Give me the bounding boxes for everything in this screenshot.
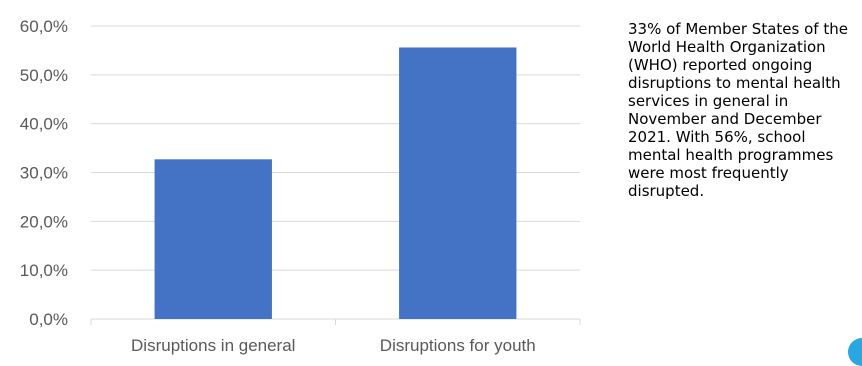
bar (399, 47, 517, 320)
y-tick-label: 50,0% (20, 66, 68, 85)
chart-description: 33% of Member States of the World Health… (628, 20, 848, 200)
y-tick-label: 0,0% (29, 310, 68, 329)
bar-chart: 0,0% 10,0% 20,0% 30,0% 40,0% 50,0% 60,0% Disru… (20, 17, 581, 355)
y-tick-label: 30,0% (20, 164, 68, 183)
bars (154, 47, 517, 320)
x-category-label: Disruptions in general (131, 336, 295, 355)
bar (154, 159, 272, 319)
x-category-label: Disruptions for youth (380, 336, 536, 355)
x-axis (90, 318, 581, 325)
y-tick-label: 40,0% (20, 115, 68, 134)
y-tick-label: 10,0% (20, 261, 68, 280)
y-tick-labels: 0,0% 10,0% 20,0% 30,0% 40,0% 50,0% 60,0% (20, 17, 68, 329)
y-tick-label: 20,0% (20, 212, 68, 231)
y-tick-label: 60,0% (20, 17, 68, 36)
chart-svg: 0,0% 10,0% 20,0% 30,0% 40,0% 50,0% 60,0% Disru… (20, 17, 581, 355)
x-category-labels: Disruptions in general Disruptions for yo… (131, 336, 536, 355)
corner-circle-decoration (848, 338, 862, 366)
